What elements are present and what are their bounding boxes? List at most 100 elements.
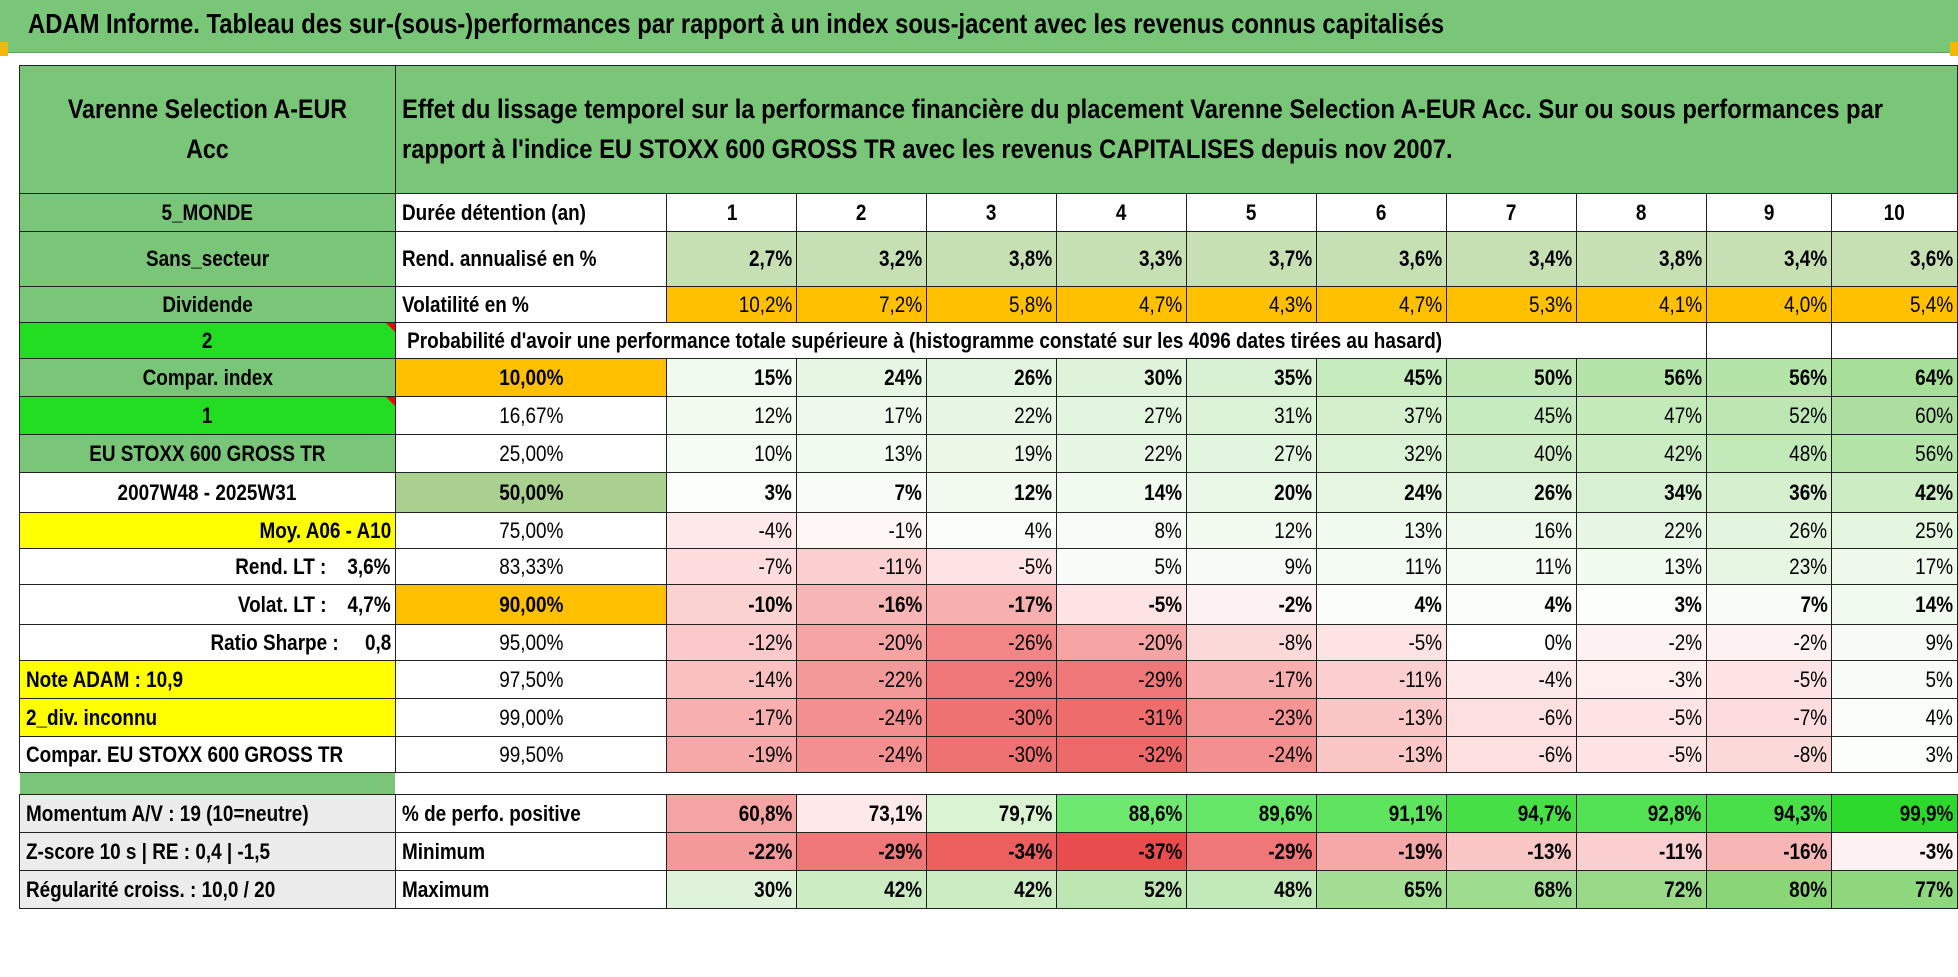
- pct-positive-value-text: 89,6%: [1258, 800, 1312, 826]
- rendement-value-text: 3,7%: [1268, 246, 1312, 271]
- quantile-value-text: 16%: [1533, 517, 1572, 543]
- quantile-value-text: 22%: [1014, 402, 1053, 428]
- quantile-level-text: 97,50%: [498, 666, 564, 692]
- quantile-value: -5%: [926, 548, 1058, 585]
- pct-positive-value: 94,7%: [1445, 794, 1577, 833]
- year-4-header-text: 4: [1116, 199, 1127, 225]
- quantile-value-text: -5%: [1148, 591, 1182, 617]
- quantile-value-text: 4%: [1925, 704, 1953, 730]
- minimum-side-cell: Z-score 10 s | RE : 0,4 | -1,5: [19, 832, 396, 871]
- quantile-row: Note ADAM : 10,9 97,50% -14% -22% -29% -29% -1…: [19, 660, 1958, 699]
- quantile-value-text: -5%: [1668, 704, 1702, 730]
- pct-positive-value-text: 91,1%: [1388, 800, 1442, 826]
- report-banner: ADAM Informe. Tableau des sur-(sous-)per…: [0, 0, 1958, 53]
- volatilite-value-text: 7,2%: [878, 291, 923, 317]
- dividend-cell: Dividende: [19, 286, 396, 323]
- quantile-value: 60%: [1831, 396, 1958, 435]
- maximum-value: 52%: [1056, 870, 1187, 909]
- quantile-value: 10%: [666, 434, 798, 473]
- volatilite-value: 5,8%: [926, 286, 1058, 323]
- compar-full-cell-text: Compar. EU STOXX 600 GROSS TR: [26, 741, 344, 767]
- quantile-value-text: -24%: [1267, 741, 1312, 767]
- code2-cell: 2: [19, 322, 396, 359]
- maximum-value-text: 48%: [1274, 876, 1312, 902]
- quantile-level: 50,00%: [394, 472, 668, 513]
- duree-label: Durée détention (an): [401, 199, 586, 225]
- quantile-value-text: 26%: [1789, 517, 1828, 543]
- volatilite-label-cell: Volatilité en %: [394, 286, 668, 323]
- minimum-value: -37%: [1056, 832, 1187, 871]
- quantile-value: 36%: [1705, 472, 1833, 513]
- year-10-header: 10: [1831, 193, 1958, 232]
- compar-index-cell: Compar. index: [19, 358, 396, 397]
- title-row: Varenne Selection A-EUR Acc Effet du lis…: [19, 65, 1958, 194]
- quantile-value: -5%: [1705, 660, 1833, 699]
- maximum-label-cell-text: Maximum: [401, 876, 490, 902]
- quantile-value: 32%: [1315, 434, 1447, 473]
- quantile-value-text: 8%: [1154, 517, 1182, 543]
- quantile-value: -3%: [1575, 660, 1707, 699]
- volatilite-value: 4,1%: [1575, 286, 1707, 323]
- quantile-value: -14%: [666, 660, 798, 699]
- year-9-header-text: 9: [1763, 199, 1775, 225]
- quantile-value: 56%: [1705, 358, 1833, 397]
- div-unknown-cell: 2_div. inconnu: [19, 698, 396, 737]
- rendement-value-text: 3,4%: [1528, 246, 1572, 271]
- quantile-value: 25%: [1831, 512, 1958, 549]
- minimum-value: -29%: [1185, 832, 1317, 871]
- quantile-level-text: 50,00%: [498, 479, 564, 505]
- quantile-value-text: 26%: [1533, 479, 1572, 505]
- quantile-level-text: 95,00%: [498, 629, 564, 655]
- quantile-value: 9%: [1831, 624, 1958, 661]
- year-3-header-text: 3: [986, 199, 997, 225]
- sector-cell: Sans_secteur: [19, 231, 396, 287]
- maximum-value: 30%: [666, 870, 798, 909]
- rendement-value: 3,8%: [926, 231, 1058, 287]
- quantile-value: 19%: [926, 434, 1058, 473]
- rendement-label: Rend. annualisé en %: [401, 246, 597, 271]
- pct-positive-value-text: 94,3%: [1773, 800, 1828, 826]
- pct-positive-value-text: 73,1%: [868, 800, 923, 826]
- quantile-value-text: -30%: [1007, 741, 1053, 767]
- quantile-value: 5%: [1831, 660, 1958, 699]
- quantile-value-text: -8%: [1793, 741, 1828, 767]
- quantile-value-text: -26%: [1007, 629, 1053, 655]
- volat-lt-cell-text: Volat. LT : 4,7%: [238, 591, 391, 617]
- rendement-value-text: 2,7%: [748, 246, 793, 271]
- volatilite-value-text: 4,0%: [1784, 291, 1828, 317]
- quantile-value: 15%: [666, 358, 798, 397]
- quantile-value: 7%: [796, 472, 928, 513]
- volatilite-value-text: 5,8%: [1008, 291, 1053, 317]
- dividend-label: Dividende: [162, 291, 253, 317]
- quantile-level: 25,00%: [394, 434, 668, 473]
- quantile-value: 30%: [1056, 358, 1187, 397]
- probability-header-row: 2 Probabilité d'avoir une performance to…: [19, 322, 1958, 359]
- note-adam-cell: Note ADAM : 10,9: [19, 660, 396, 699]
- quantile-value: -24%: [1185, 736, 1317, 773]
- quantile-value: -12%: [666, 624, 798, 661]
- rendement-value: 3,8%: [1575, 231, 1707, 287]
- volatilite-value-text: 4,1%: [1658, 291, 1702, 317]
- quantile-value: -13%: [1315, 698, 1447, 737]
- maximum-label-cell: Maximum: [394, 870, 668, 909]
- minimum-value: -19%: [1315, 832, 1447, 871]
- quantile-value: -8%: [1185, 624, 1317, 661]
- quantile-value: -32%: [1056, 736, 1187, 773]
- volatilite-value-text: 5,4%: [1909, 291, 1953, 317]
- quantile-value: -7%: [1705, 698, 1833, 737]
- quantile-level: 16,67%: [394, 396, 668, 435]
- pct-positive-value: 99,9%: [1831, 794, 1958, 833]
- quantile-value: -22%: [796, 660, 928, 699]
- period-cell-text: 2007W48 - 2025W31: [118, 479, 297, 505]
- empty-cell-a: [1705, 322, 1833, 359]
- maximum-value: 42%: [796, 870, 928, 909]
- quantile-value: 11%: [1315, 548, 1447, 585]
- pct-positive-value-text: 92,8%: [1648, 800, 1702, 826]
- year-4-header: 4: [1056, 193, 1187, 232]
- quantile-value: 27%: [1056, 396, 1187, 435]
- quantile-value: -29%: [1056, 660, 1187, 699]
- quantile-value: 12%: [926, 472, 1058, 513]
- quantile-value-text: -5%: [1408, 629, 1442, 655]
- pct-positive-value: 60,8%: [666, 794, 798, 833]
- empty-cell-b: [1831, 322, 1958, 359]
